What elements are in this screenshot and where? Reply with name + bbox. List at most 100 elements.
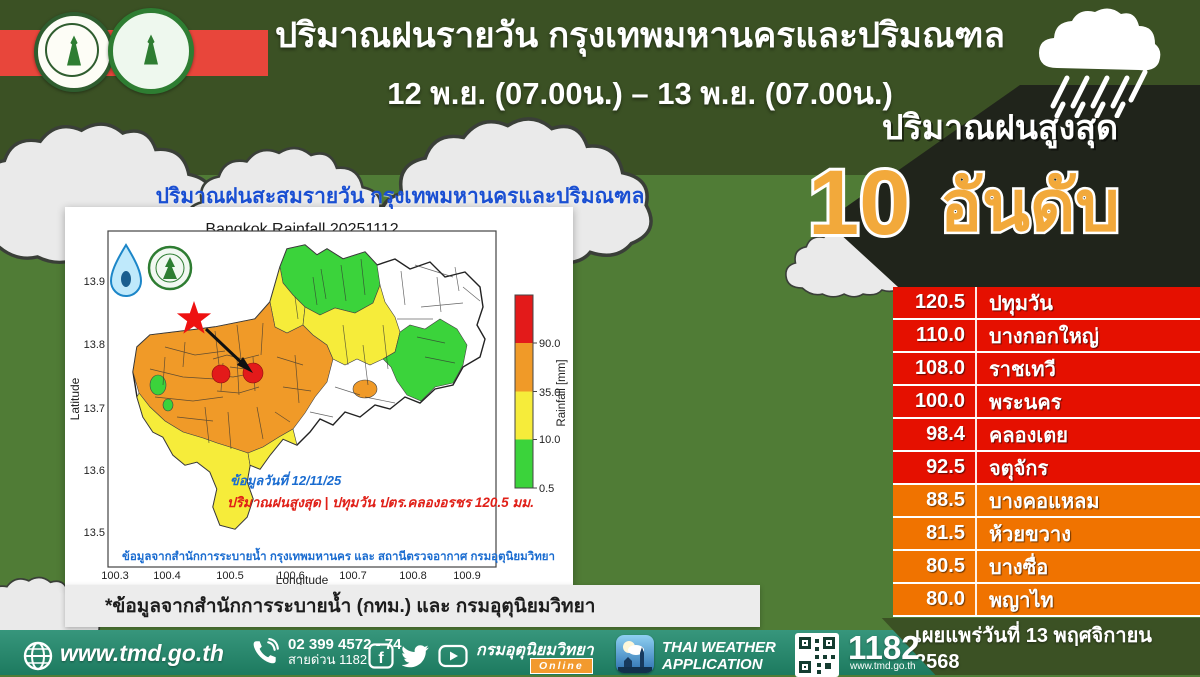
- table-row: 100.0 พระนคร: [893, 386, 1200, 419]
- red-maximum-blob: [211, 364, 231, 384]
- facebook-icon: f: [368, 643, 394, 669]
- lat-tick: 13.9: [84, 276, 105, 288]
- app-name-line1: THAI WEATHER: [662, 639, 776, 656]
- district-name: พญาไท: [989, 589, 1054, 612]
- region-orange-east-pocket: [352, 379, 378, 399]
- colorbar: 90.0 35.0 10.0 0.5 Rainfall [mm]: [514, 294, 568, 495]
- date-range-title: 12 พ.ย. (07.00น.) – 13 พ.ย. (07.00น.): [387, 76, 893, 111]
- district-name: คลองเตย: [989, 424, 1068, 447]
- rain-value: 80.5: [926, 555, 965, 577]
- pointer-arrow: [204, 327, 247, 368]
- rain-value: 88.5: [926, 489, 965, 511]
- table-row: 110.0 บางกอกใหญ่: [893, 320, 1200, 353]
- svg-text:f: f: [378, 650, 384, 667]
- lat-tick: 13.5: [84, 527, 105, 539]
- map-note-date: ข้อมูลวันที่ 12/11/25: [230, 471, 342, 489]
- table-row: 92.5 จตุจักร: [893, 452, 1200, 485]
- map-title-thai: ปริมาณฝนสะสมรายวัน กรุงเทพมหานครและปริมณ…: [155, 185, 645, 208]
- table-row: 81.5 ห้วยขวาง: [893, 518, 1200, 551]
- publish-date-band: เผยแพร่วันที่ 13 พฤศจิกายน 2568: [881, 618, 1200, 675]
- online-badge: Online: [530, 658, 593, 674]
- hotline-number: 1182: [848, 629, 920, 666]
- app-name-line2: APPLICATION: [662, 656, 763, 674]
- lon-tick: 100.6: [277, 570, 305, 582]
- rain-value: 100.0: [914, 390, 965, 412]
- ministry-logo: [34, 12, 114, 92]
- district-name: ห้วยขวาง: [989, 523, 1072, 546]
- table-row: 80.0 พญาไท: [893, 584, 1200, 617]
- table-row: 98.4 คลองเตย: [893, 419, 1200, 452]
- district-name: ปทุมวัน: [989, 292, 1053, 315]
- star-marker: [176, 301, 212, 334]
- water-drop-logo: [109, 243, 143, 297]
- colorbar-label: Rainfall [mm]: [556, 359, 568, 426]
- rainfall-choropleth-map: Bangkok Rainfall 20251112 13.9 13.8 13.7: [68, 221, 568, 587]
- table-row: 120.5 ปทุมวัน: [893, 287, 1200, 320]
- colorbar-tick: 35.0: [539, 387, 560, 399]
- publish-date: เผยแพร่วันที่ 13 พฤศจิกายน 2568: [915, 625, 1152, 673]
- top10-ranking-table: 120.5 ปทุมวัน 110.0 บางกอกใหญ่ 108.0 ราชเทว…: [893, 287, 1200, 617]
- rain-value: 80.0: [926, 588, 965, 610]
- phone-number: 02 399 4572 - 74: [288, 636, 402, 653]
- tmd-logo-figure: [144, 34, 158, 65]
- tmd-seal-logo: [108, 8, 194, 94]
- rain-value: 92.5: [926, 456, 965, 478]
- rain-value: 98.4: [926, 423, 965, 445]
- caption-strip: *ข้อมูลจากสำนักการระบายน้ำ (กทม.) และ กร…: [65, 585, 760, 627]
- caption-text: *ข้อมูลจากสำนักการระบายน้ำ (กทม.) และ กร…: [105, 596, 596, 617]
- lat-tick: 13.8: [84, 339, 105, 351]
- rainfall-map-panel: Bangkok Rainfall 20251112 13.9 13.8 13.7: [65, 207, 573, 587]
- app-name: THAI WEATHER APPLICATION: [662, 639, 776, 674]
- top10-badge: 10 อันดับ: [805, 149, 1122, 253]
- lon-tick: 100.4: [153, 570, 181, 582]
- colorbar-tick: 10.0: [539, 434, 560, 446]
- department-name: กรมอุตุนิยมวิทยา: [476, 642, 594, 659]
- colorbar-tick: 0.5: [539, 483, 554, 495]
- thai-weather-app-icon: [616, 635, 654, 673]
- lon-tick: 100.7: [339, 570, 367, 582]
- lon-tick: 100.3: [101, 570, 129, 582]
- lat-tick: 13.6: [84, 465, 105, 477]
- district-name: พระนคร: [989, 391, 1062, 414]
- lon-tick: 100.8: [399, 570, 427, 582]
- pointer-arrowhead: [237, 357, 253, 373]
- district-name: จตุจักร: [989, 457, 1049, 480]
- table-row: 108.0 ราชเทวี: [893, 353, 1200, 386]
- badge-word: อันดับ: [940, 167, 1120, 245]
- phone-icon: [253, 638, 279, 664]
- globe-icon: [23, 641, 53, 671]
- lon-tick: 100.9: [453, 570, 481, 582]
- ministry-logo-figure: [67, 35, 81, 66]
- table-row: 80.5 บางซื่อ: [893, 551, 1200, 584]
- green-seal-logo: [147, 245, 193, 291]
- rain-value: 108.0: [914, 357, 965, 379]
- table-row: 88.5 บางคอแหลม: [893, 485, 1200, 518]
- map-source-note: ข้อมูลจากสำนักการระบายน้ำ กรุงเทพมหานคร …: [122, 547, 555, 564]
- district-name: บางกอกใหญ่: [989, 325, 1099, 348]
- district-lines: [149, 258, 481, 450]
- region-green-west-spot2: [162, 398, 174, 412]
- district-name: ราชเทวี: [989, 358, 1056, 381]
- lon-tick: 100.5: [216, 570, 244, 582]
- region-green-east: [382, 318, 468, 402]
- youtube-icon: [438, 644, 468, 668]
- district-name: บางคอแหลม: [989, 490, 1100, 513]
- website-url: www.tmd.go.th: [60, 640, 224, 666]
- rain-value: 120.5: [914, 291, 965, 313]
- district-name: บางซื่อ: [989, 556, 1049, 579]
- y-axis-label: Latitude: [68, 377, 82, 420]
- region-yellow-west-south: [136, 392, 254, 530]
- region-green-west-spot: [149, 374, 167, 396]
- map-note-max: ปริมาณฝนสูงสุด | ปทุมวัน ปตร.คลองอรชร 12…: [227, 495, 534, 511]
- x-axis-label: Longitude: [276, 573, 329, 585]
- lat-tick: 13.7: [84, 403, 105, 415]
- qr-code: [795, 633, 839, 677]
- hotline-url: www.tmd.go.th: [850, 661, 916, 672]
- twitter-icon: [402, 645, 429, 668]
- phone-numbers: 02 399 4572 - 74 สายด่วน 1182: [288, 636, 401, 668]
- rain-value: 110.0: [916, 324, 965, 346]
- colorbar-tick: 90.0: [539, 338, 560, 350]
- rain-value: 81.5: [926, 522, 965, 544]
- hotline-label: สายด่วน 1182: [288, 652, 368, 668]
- badge-number: 10: [808, 152, 910, 253]
